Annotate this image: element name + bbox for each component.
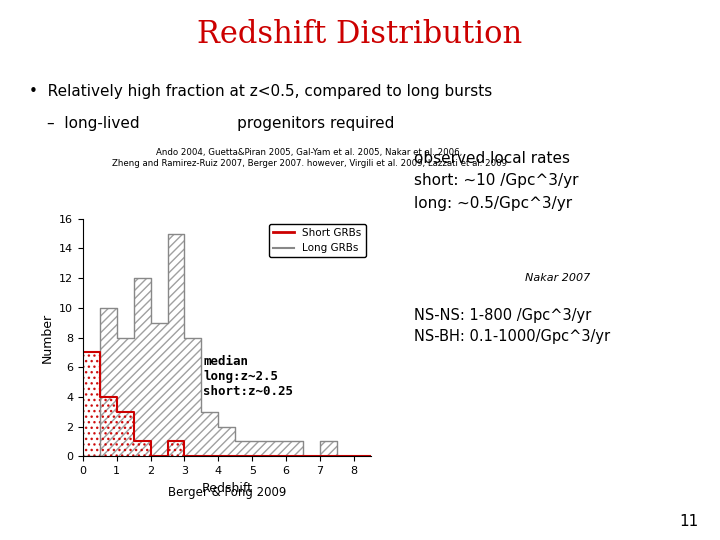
Text: –  long-lived                    progenitors required: – long-lived progenitors required (47, 116, 394, 131)
Text: NS-NS: 1-800 /Gpc^3/yr
NS-BH: 0.1-1000/Gpc^3/yr: NS-NS: 1-800 /Gpc^3/yr NS-BH: 0.1-1000/G… (414, 308, 610, 344)
Text: observed local rates
short: ~10 /Gpc^3/yr
long: ~0.5/Gpc^3/yr: observed local rates short: ~10 /Gpc^3/y… (414, 151, 578, 211)
X-axis label: Redshift: Redshift (202, 482, 252, 495)
Text: Ando 2004, Guetta&Piran 2005, Gal-Yam et al. 2005, Nakar et al. 2006,: Ando 2004, Guetta&Piran 2005, Gal-Yam et… (156, 148, 463, 158)
Text: 11: 11 (679, 514, 698, 529)
Text: median
long:z~2.5
short:z~0.25: median long:z~2.5 short:z~0.25 (203, 355, 293, 399)
Text: Nakar 2007: Nakar 2007 (525, 273, 590, 283)
Text: Redshift Distribution: Redshift Distribution (197, 19, 523, 50)
Text: •  Relatively high fraction at z<0.5, compared to long bursts: • Relatively high fraction at z<0.5, com… (29, 84, 492, 99)
Legend: Short GRBs, Long GRBs: Short GRBs, Long GRBs (269, 224, 366, 258)
Text: Zheng and Ramirez-Ruiz 2007, Berger 2007. however, Virgili et al. 2009, Lazzati : Zheng and Ramirez-Ruiz 2007, Berger 2007… (112, 159, 507, 168)
Y-axis label: Number: Number (40, 313, 53, 362)
Text: Berger & Fong 2009: Berger & Fong 2009 (168, 486, 286, 499)
